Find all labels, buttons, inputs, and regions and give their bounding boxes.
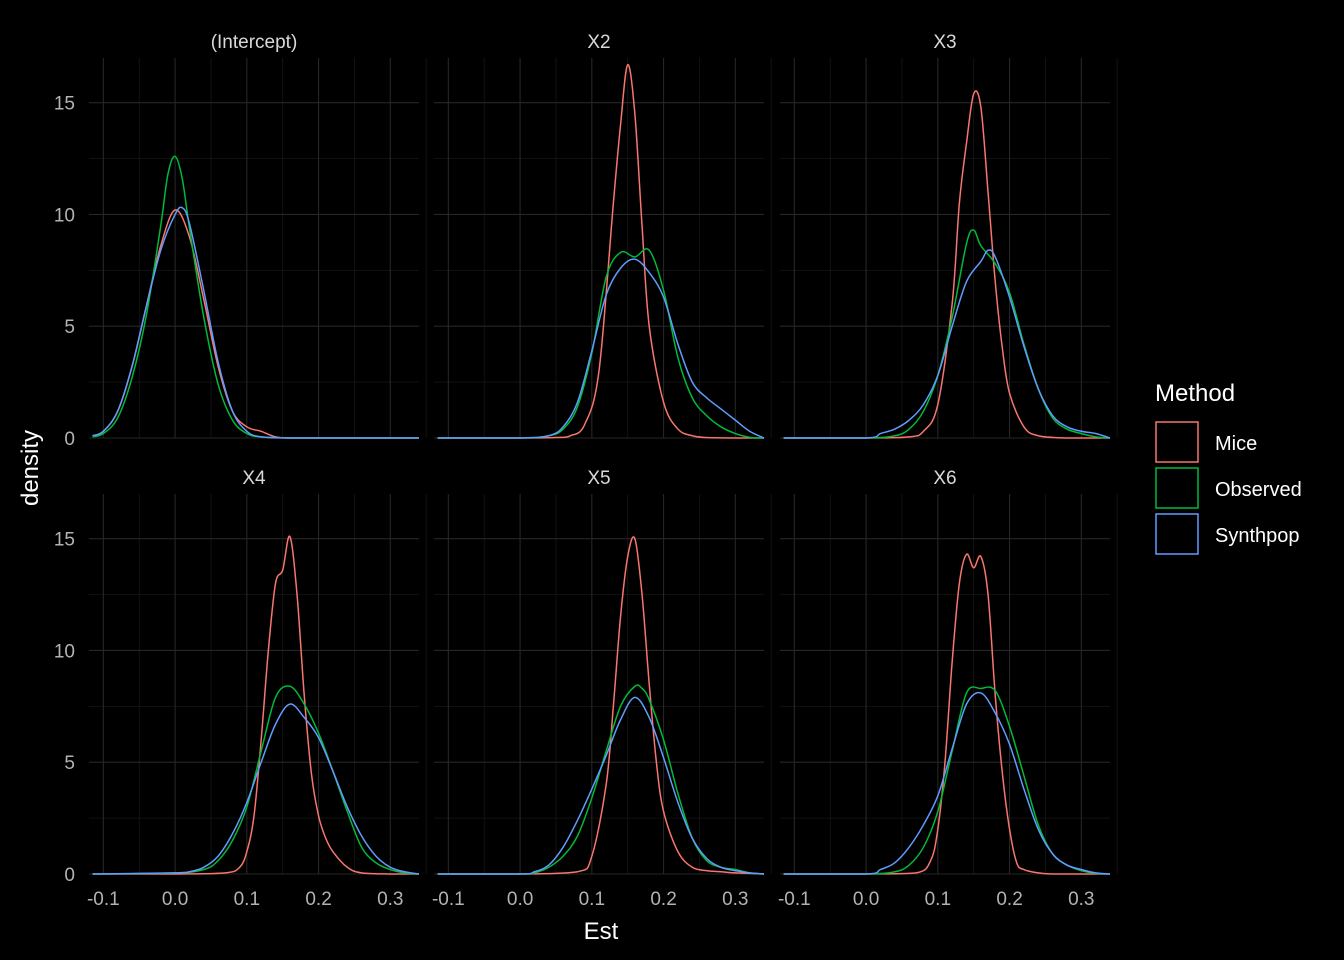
x-tick-label: 0.2	[305, 889, 331, 910]
y-tick-label: 15	[54, 530, 75, 551]
y-axis-title: density	[17, 430, 44, 506]
facet-strip-label: X3	[933, 32, 956, 53]
facet-strip-label: X5	[587, 468, 610, 489]
y-tick-label: 10	[54, 641, 75, 662]
facet-strip-label: X6	[933, 468, 956, 489]
density-line-synthpop	[437, 258, 765, 439]
x-tick-label: 0.3	[1068, 889, 1094, 910]
legend-label: Observed	[1215, 479, 1302, 501]
density-line-mice	[92, 535, 419, 875]
x-tick-label: -0.1	[87, 889, 120, 910]
density-line-synthpop	[783, 249, 1111, 439]
density-line-synthpop	[783, 691, 1111, 875]
x-tick-label: 0.0	[507, 889, 533, 910]
x-tick-label: 0.2	[650, 889, 676, 910]
y-tick-label: 10	[54, 205, 75, 226]
y-tick-label: 0	[64, 865, 75, 886]
y-tick-label: 5	[64, 317, 75, 338]
legend-label: Synthpop	[1215, 525, 1300, 547]
legend-label: Mice	[1215, 433, 1257, 455]
legend-key	[1155, 467, 1199, 509]
density-line-observed	[437, 248, 765, 439]
panels-layer: (Intercept) 0 5 10 15 X2 X3 X4 0 5 10 15 -0.1 0.0 0.1 0…	[54, 32, 1118, 910]
x-tick-label: 0.1	[579, 889, 605, 910]
facet-strip-label: X4	[242, 468, 266, 489]
facet-panel-5: X5 -0.1 0.0 0.1 0.2 0.3	[432, 468, 772, 910]
legend-item-observed: Observed	[1155, 467, 1302, 509]
density-line-mice	[783, 553, 1110, 875]
x-tick-label: 0.0	[162, 889, 188, 910]
facet-strip-label: X2	[587, 32, 610, 53]
facet-panel-6: X6 -0.1 0.0 0.1 0.2 0.3	[778, 468, 1118, 910]
x-tick-label: 0.1	[925, 889, 951, 910]
legend-title: Method	[1155, 380, 1235, 407]
x-tick-label: 0.2	[996, 889, 1022, 910]
x-tick-label: 0.3	[377, 889, 403, 910]
legend-item-synthpop: Synthpop	[1155, 513, 1300, 555]
legend: Method Mice Observed Synthpop	[1155, 380, 1302, 555]
x-tick-label: 0.3	[722, 889, 748, 910]
density-line-mice	[437, 63, 764, 439]
density-line-synthpop	[92, 206, 419, 439]
legend-key	[1155, 421, 1199, 463]
density-line-mice	[783, 90, 1110, 439]
density-line-synthpop	[437, 696, 765, 875]
density-line-observed	[783, 229, 1111, 439]
x-axis-title: Est	[584, 918, 619, 945]
y-tick-label: 15	[54, 94, 75, 115]
facet-panel-2: X2	[434, 32, 772, 439]
legend-item-mice: Mice	[1155, 421, 1257, 463]
density-line-synthpop	[92, 703, 420, 875]
x-tick-label: 0.0	[853, 889, 879, 910]
facet-panel-3: X3	[780, 32, 1118, 439]
facet-panel-1: (Intercept) 0 5 10 15	[54, 32, 427, 450]
x-tick-label: -0.1	[778, 889, 811, 910]
x-tick-label: -0.1	[432, 889, 465, 910]
density-line-observed	[92, 685, 420, 875]
legend-key	[1155, 513, 1199, 555]
facet-strip-label: (Intercept)	[211, 32, 298, 53]
y-tick-label: 0	[64, 429, 75, 450]
density-line-mice	[437, 536, 765, 875]
y-tick-label: 5	[64, 753, 75, 774]
x-tick-label: 0.1	[234, 889, 260, 910]
legend-items: Mice Observed Synthpop	[1155, 421, 1302, 555]
facet-panel-4: X4 0 5 10 15 -0.1 0.0 0.1 0.2 0.3	[54, 468, 427, 910]
